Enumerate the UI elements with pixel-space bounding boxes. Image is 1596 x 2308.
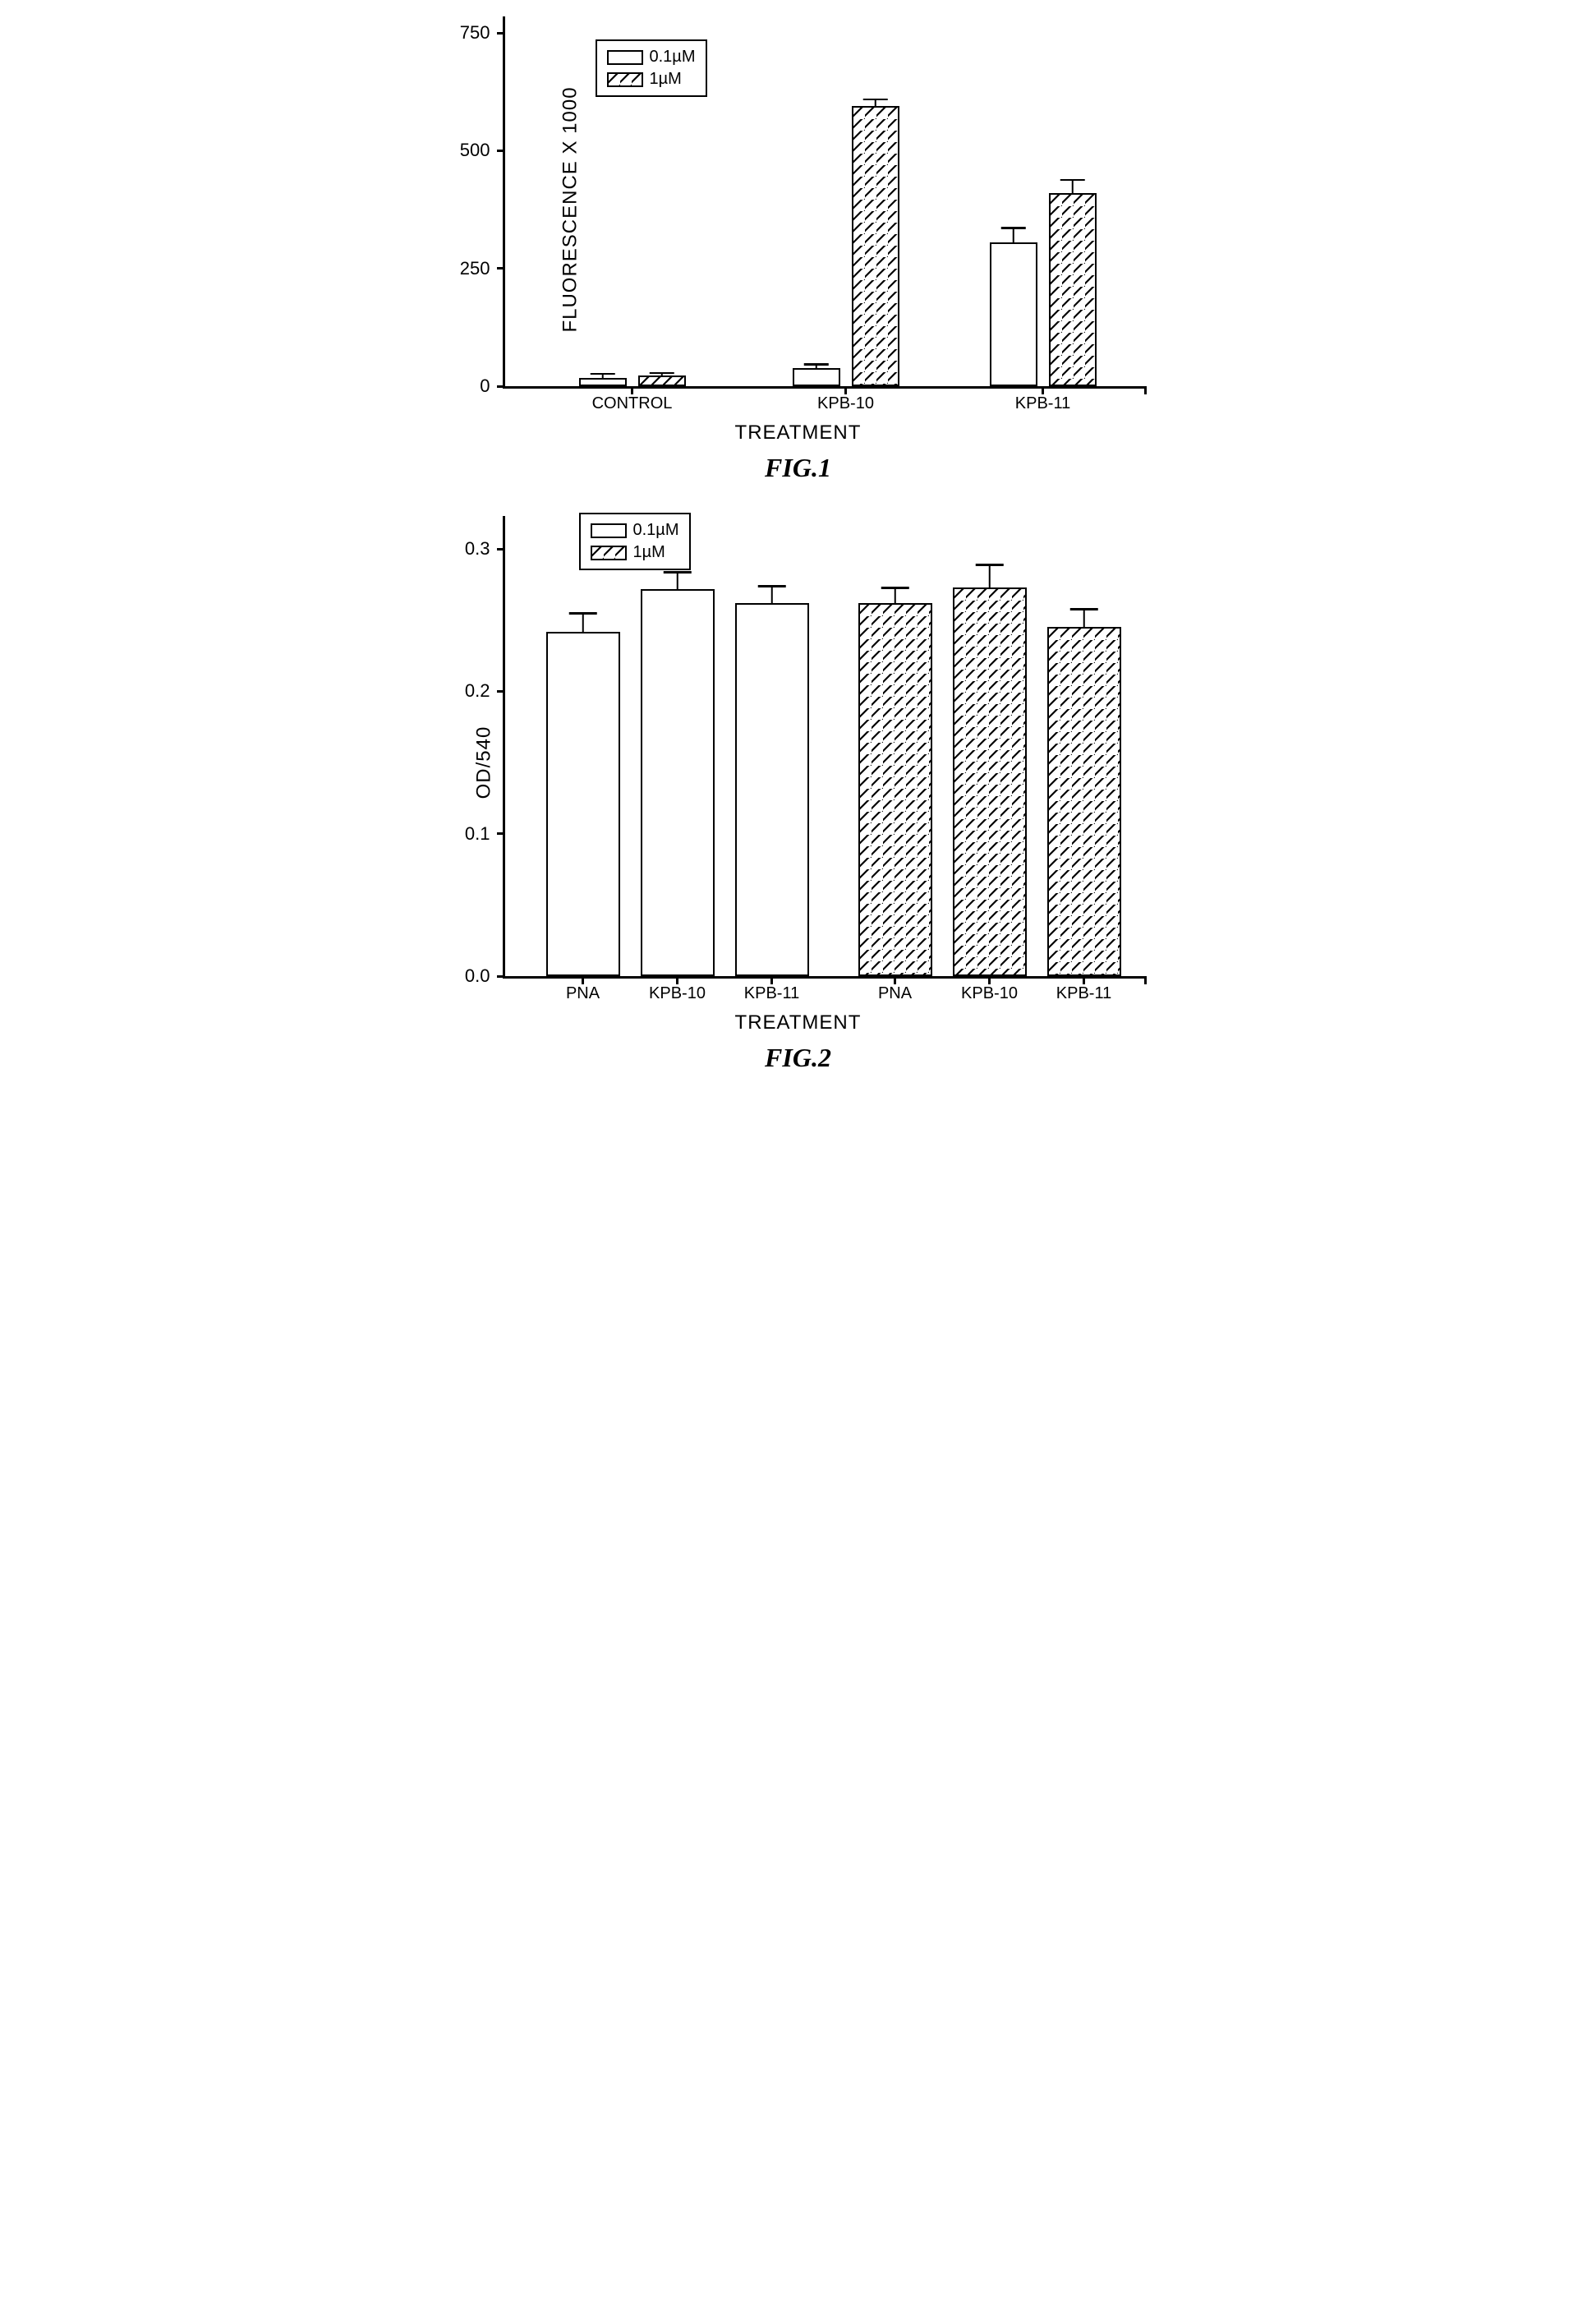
error-bar xyxy=(676,572,678,591)
bar xyxy=(852,106,899,386)
legend-label: 0.1µM xyxy=(633,521,679,540)
bar xyxy=(793,368,840,386)
error-cap xyxy=(1070,608,1098,610)
error-cap xyxy=(804,363,829,366)
x-tick-label: PNA xyxy=(878,976,912,1003)
y-tick-label: 0.2 xyxy=(465,680,505,702)
error-cap xyxy=(881,587,909,589)
x-tick-label: PNA xyxy=(566,976,600,1003)
y-tick-label: 500 xyxy=(460,140,505,161)
fig2-x-axis-label: TREATMENT xyxy=(429,1011,1168,1034)
figure-2: OD/540 0.1µM 1µM 0.00.10.20.3PNAKPB-10KP… xyxy=(429,549,1168,1073)
y-tick-label: 0.0 xyxy=(465,965,505,987)
error-cap xyxy=(976,564,1004,566)
x-tick-label: KPB-10 xyxy=(817,386,874,413)
error-cap xyxy=(664,571,692,574)
bar xyxy=(858,603,932,976)
y-tick-label: 0.1 xyxy=(465,823,505,845)
error-cap xyxy=(591,373,615,375)
legend-swatch-open xyxy=(607,50,643,65)
x-tick-label: KPB-11 xyxy=(1056,976,1111,1003)
fig2-plot-area: OD/540 0.1µM 1µM 0.00.10.20.3PNAKPB-10KP… xyxy=(503,549,1146,979)
error-bar xyxy=(582,613,584,633)
error-bar xyxy=(874,99,876,108)
legend-row: 0.1µM xyxy=(591,519,679,541)
bar xyxy=(990,242,1037,386)
bar xyxy=(1047,627,1121,976)
error-bar xyxy=(1083,609,1085,629)
legend-label: 1µM xyxy=(633,543,665,562)
bar xyxy=(641,589,715,976)
error-cap xyxy=(650,372,674,375)
legend-row: 1µM xyxy=(591,541,679,564)
x-axis-end-tick xyxy=(1144,386,1147,394)
bar xyxy=(953,587,1027,976)
fig1-legend: 0.1µM 1µM xyxy=(596,39,707,97)
y-tick-label: 0 xyxy=(480,375,504,397)
error-bar xyxy=(1012,228,1014,244)
figure-1: FLUORESCENCE X 1000 0.1µM 1µM 0250500750… xyxy=(429,33,1168,483)
legend-swatch-hatched xyxy=(607,72,643,87)
legend-row: 0.1µM xyxy=(607,46,696,68)
error-bar xyxy=(894,587,896,605)
x-tick-label: KPB-11 xyxy=(1015,386,1070,413)
bar xyxy=(579,378,627,386)
error-bar xyxy=(660,373,663,378)
legend-row: 1µM xyxy=(607,68,696,90)
bar xyxy=(735,603,809,976)
y-tick-label: 0.3 xyxy=(465,538,505,560)
fig2-legend: 0.1µM 1µM xyxy=(579,513,691,570)
legend-label: 0.1µM xyxy=(650,48,696,67)
bar xyxy=(546,632,620,976)
error-bar xyxy=(988,564,991,588)
fig1-x-axis-label: TREATMENT xyxy=(429,422,1168,445)
error-bar xyxy=(815,364,817,370)
y-tick-label: 750 xyxy=(460,22,505,44)
fig2-y-axis-label: OD/540 xyxy=(472,726,495,799)
x-tick-label: KPB-11 xyxy=(744,976,799,1003)
fig1-plot-area: FLUORESCENCE X 1000 0.1µM 1µM 0250500750… xyxy=(503,33,1146,389)
fig1-y-axis-label: FLUORESCENCE X 1000 xyxy=(559,86,582,332)
error-bar xyxy=(601,374,604,380)
x-axis-end-tick xyxy=(1144,976,1147,984)
x-tick-label: KPB-10 xyxy=(649,976,706,1003)
legend-swatch-open xyxy=(591,523,627,538)
x-tick-label: KPB-10 xyxy=(961,976,1018,1003)
bar xyxy=(1049,193,1097,386)
y-tick-label: 250 xyxy=(460,258,505,279)
error-cap xyxy=(1060,179,1085,182)
legend-label: 1µM xyxy=(650,70,682,89)
error-cap xyxy=(758,585,786,587)
fig1-caption: FIG.1 xyxy=(429,453,1168,483)
error-cap xyxy=(569,612,597,615)
error-bar xyxy=(1071,180,1074,195)
bar xyxy=(638,375,686,386)
error-bar xyxy=(770,586,773,605)
x-tick-label: CONTROL xyxy=(592,386,673,413)
fig2-caption: FIG.2 xyxy=(429,1043,1168,1073)
error-cap xyxy=(863,99,888,101)
legend-swatch-hatched xyxy=(591,546,627,560)
error-cap xyxy=(1001,227,1026,229)
